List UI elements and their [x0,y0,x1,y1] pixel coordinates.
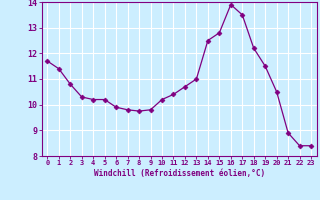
X-axis label: Windchill (Refroidissement éolien,°C): Windchill (Refroidissement éolien,°C) [94,169,265,178]
